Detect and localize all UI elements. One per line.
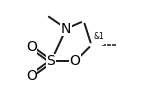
Text: O: O xyxy=(26,69,37,83)
Text: O: O xyxy=(70,54,80,68)
Text: &1: &1 xyxy=(93,32,104,41)
Text: N: N xyxy=(61,22,71,36)
Text: S: S xyxy=(47,54,55,68)
Text: O: O xyxy=(26,40,37,54)
